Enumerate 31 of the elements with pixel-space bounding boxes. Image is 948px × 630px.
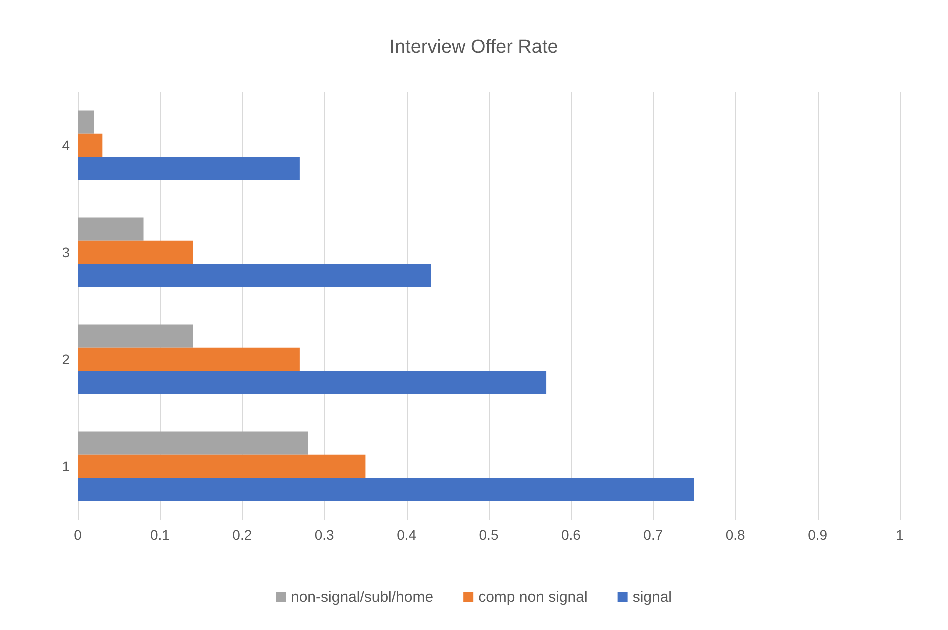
x-tick-label: 0.6	[561, 527, 582, 543]
bar	[78, 264, 432, 288]
bar	[78, 432, 308, 455]
x-tick-label: 0.8	[726, 527, 746, 543]
y-tick-label: 4	[62, 138, 70, 154]
x-tick-label: 0.1	[150, 527, 170, 543]
y-tick-label: 2	[62, 352, 70, 368]
legend-label: signal	[632, 589, 672, 606]
x-tick-label: 0.4	[397, 527, 417, 543]
bar	[78, 218, 144, 241]
bar	[78, 454, 366, 478]
bar	[78, 324, 194, 348]
x-tick-label: 1	[896, 527, 904, 543]
chart-title: Interview Offer Rate	[390, 37, 558, 58]
legend-label: comp non signal	[478, 589, 588, 606]
bar	[78, 371, 547, 394]
bar	[78, 134, 103, 158]
x-tick-label: 0.2	[232, 527, 252, 543]
x-tick-label: 0	[74, 527, 82, 543]
x-tick-label: 0.3	[314, 527, 335, 543]
legend-label: non-signal/subl/home	[290, 589, 434, 606]
x-tick-label: 0.7	[644, 527, 664, 543]
bar	[78, 240, 194, 264]
bar	[78, 110, 94, 134]
bar	[78, 348, 300, 372]
x-tick-label: 0.5	[479, 527, 499, 543]
y-tick-label: 1	[62, 458, 70, 474]
bar	[78, 478, 694, 502]
y-tick-label: 3	[62, 244, 70, 260]
x-tick-label: 0.9	[808, 527, 828, 543]
bar	[78, 157, 300, 180]
